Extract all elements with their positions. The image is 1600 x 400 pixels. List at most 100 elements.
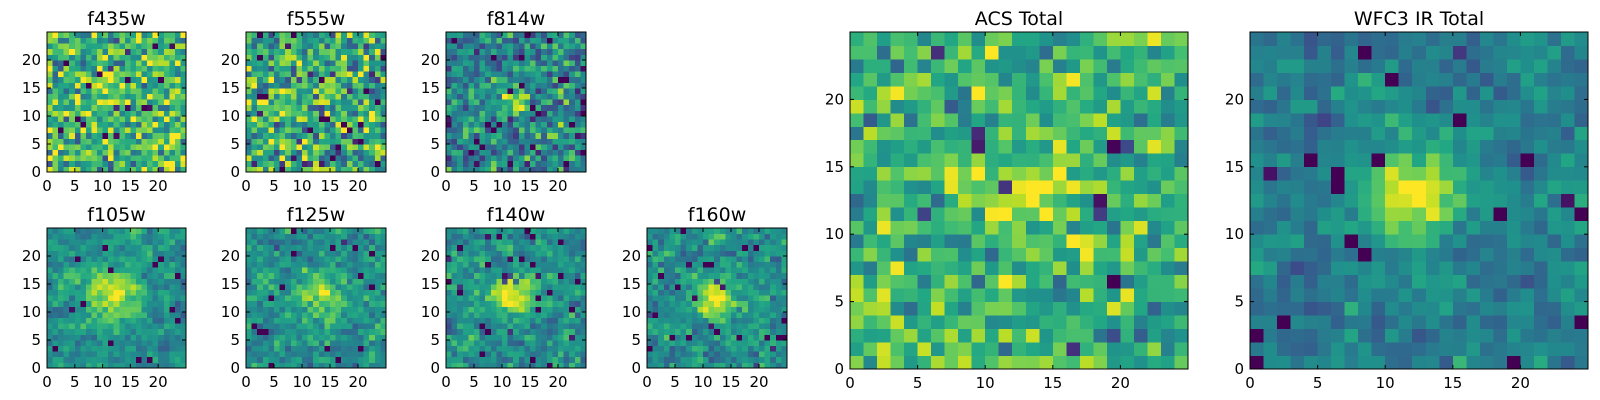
heatmap-cell (479, 155, 486, 162)
heatmap-cell (279, 138, 286, 145)
heatmap-cell (742, 239, 749, 246)
heatmap-cell (257, 256, 264, 262)
heatmap-cell (863, 342, 878, 356)
heatmap-cell (47, 345, 53, 352)
heatmap-cell (775, 323, 782, 330)
heatmap-cell (725, 306, 732, 313)
heatmap-cell (52, 300, 59, 307)
heatmap-cell (490, 267, 497, 274)
heatmap-cell (152, 261, 159, 268)
heatmap-cell (74, 48, 81, 55)
heatmap-cell (686, 345, 693, 352)
heatmap-cell (169, 250, 176, 257)
heatmap-cell (574, 76, 581, 83)
heatmap-cell (274, 340, 280, 346)
heatmap-cell (451, 54, 458, 61)
heatmap-cell (174, 160, 181, 167)
heatmap-cell (759, 250, 765, 257)
heatmap-cell (163, 166, 170, 173)
heatmap-cell (518, 60, 525, 66)
heatmap-cell (47, 261, 53, 268)
heatmap-cell (135, 261, 142, 268)
heatmap-cell (335, 60, 342, 66)
heatmap-cell (669, 356, 676, 363)
heatmap-cell (279, 289, 286, 296)
heatmap-cell (747, 261, 754, 268)
heatmap-cell (1052, 315, 1067, 329)
heatmap-cell (251, 300, 258, 307)
heatmap-cell (169, 267, 176, 274)
heatmap-cell (1052, 342, 1067, 356)
heatmap-cell (246, 132, 252, 139)
heatmap-cell (457, 127, 464, 134)
heatmap-cell (513, 104, 520, 111)
heatmap-cell (318, 43, 325, 50)
heatmap-cell (1147, 220, 1162, 235)
heatmap-cell (462, 356, 469, 363)
heatmap-cell (558, 340, 564, 346)
heatmap-cell (1174, 247, 1189, 262)
heatmap-cell (302, 138, 308, 145)
heatmap-cell (380, 356, 387, 363)
heatmap-cell (1093, 274, 1108, 289)
heatmap-cell (113, 284, 120, 290)
heatmap-cell (1147, 180, 1162, 195)
heatmap-cell (775, 351, 782, 358)
heatmap-cell (262, 295, 269, 302)
heatmap-cell (352, 65, 359, 72)
heatmap-cell (341, 166, 348, 173)
heatmap-cell (262, 362, 269, 369)
heatmap-cell (496, 362, 503, 369)
y-tick-label: 20 (221, 247, 240, 265)
heatmap-cell (274, 345, 280, 352)
heatmap-cell (318, 93, 325, 100)
heatmap-cell (652, 362, 659, 369)
heatmap-cell (775, 295, 782, 302)
heatmap-cell (1174, 207, 1189, 222)
heatmap-cell (369, 300, 376, 307)
heatmap-cell (341, 54, 348, 61)
heatmap-cell (764, 256, 771, 262)
heatmap-cell (363, 132, 370, 139)
heatmap-cell (262, 233, 269, 240)
heatmap-cell (374, 110, 381, 117)
heatmap-cell (63, 239, 70, 246)
heatmap-cell (296, 149, 303, 156)
heatmap-cell (363, 278, 370, 285)
heatmap-cell (108, 261, 115, 268)
heatmap-cell (535, 323, 542, 330)
heatmap-cell (335, 32, 342, 38)
heatmap-cell (47, 149, 53, 156)
heatmap-cell (363, 306, 370, 313)
heatmap-cell (457, 132, 464, 139)
heatmap-cell (530, 37, 536, 44)
heatmap-cell (770, 228, 777, 234)
heatmap-cell (74, 244, 81, 251)
heatmap-cell (691, 351, 698, 358)
heatmap-cell (714, 340, 721, 346)
heatmap-cell (1174, 234, 1189, 249)
heatmap-cell (352, 278, 359, 285)
heatmap-cell (296, 340, 303, 346)
heatmap-cell (102, 317, 109, 324)
heatmap-cell (307, 104, 314, 111)
heatmap-cell (174, 272, 181, 279)
heatmap-cell (446, 267, 452, 274)
heatmap-cell (479, 99, 486, 106)
heatmap-cell (474, 88, 480, 94)
heatmap-cell (130, 104, 137, 111)
heatmap-cell (318, 155, 325, 162)
heatmap-cell (69, 306, 76, 313)
heatmap-cell (69, 334, 76, 341)
heatmap-cell (335, 244, 342, 251)
heatmap-cell (147, 244, 154, 251)
heatmap-cell (507, 244, 514, 251)
heatmap-cell (369, 166, 376, 173)
heatmap-cell (330, 71, 336, 78)
heatmap-cell (496, 289, 503, 296)
heatmap-cell (507, 362, 514, 369)
heatmap-cell (58, 272, 65, 279)
heatmap-cell (569, 82, 576, 89)
axes-frame (445, 31, 587, 173)
heatmap-cell (863, 288, 878, 302)
